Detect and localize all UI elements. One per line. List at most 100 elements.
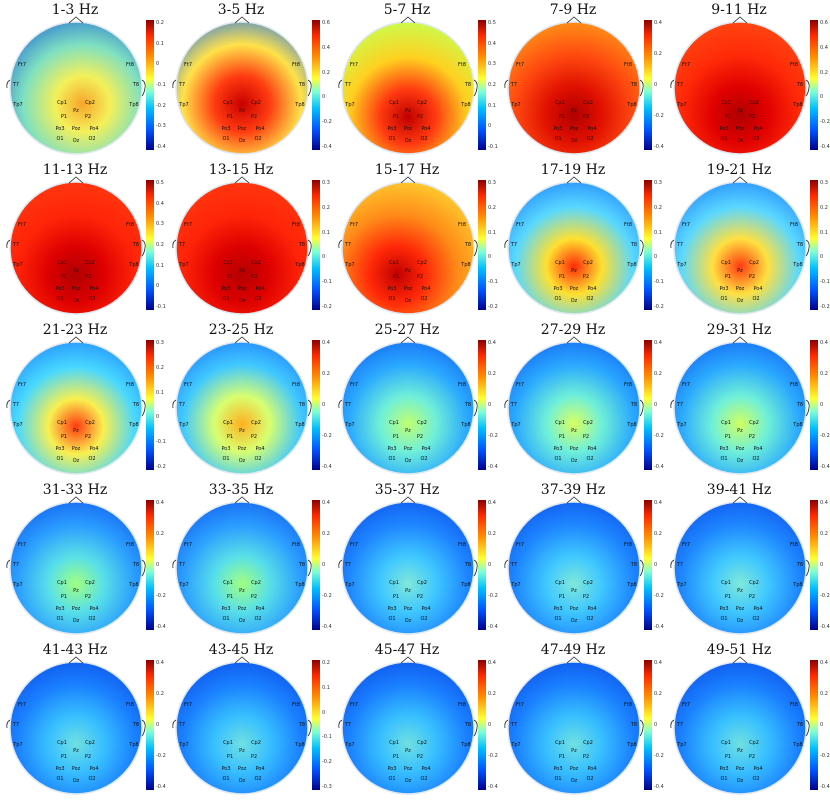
electrode-label: Oz	[239, 138, 246, 144]
electrode-label: P1	[227, 274, 233, 280]
electrode-label: Tp7	[178, 742, 188, 748]
scalp-map: Ft7 Ft8 T7 T8 Tp7 Tp8 Cp1 Cp2 Pz P1 P2 Po3 Poz Po4 O1 O…	[6, 656, 146, 795]
panel-title: 19-21 Hz	[706, 162, 772, 178]
electrode-label: T7	[344, 82, 351, 88]
right-ear	[473, 239, 478, 257]
electrode-label: Cp2	[417, 420, 427, 426]
left-ear	[338, 399, 343, 409]
colorbar-tick-label: 0	[488, 254, 492, 261]
electrode-label: Ft7	[18, 542, 26, 548]
colorbar-ticks: 0.4 0.2 0 -0.2 -0.4	[654, 660, 666, 790]
head-outline	[341, 501, 475, 635]
electrode-label: Po4	[89, 766, 98, 772]
electrode-label: Cp1	[389, 420, 399, 426]
colorbar-tick-label: 0.2	[156, 20, 164, 26]
electrode-label: Cp2	[251, 580, 261, 586]
electrode-label: O1	[720, 616, 727, 622]
head-outline	[507, 21, 641, 155]
colorbar-tick-label: -0.4	[654, 784, 664, 790]
electrode-label: Po3	[719, 766, 728, 772]
electrode-label: P2	[417, 434, 423, 440]
colorbar-tick-label: 0.1	[156, 40, 164, 47]
electrode-label: O2	[254, 136, 261, 142]
left-ear	[6, 239, 11, 249]
electrode-label: Poz	[238, 126, 247, 132]
colorbar-tick-label: 0.4	[322, 500, 330, 506]
left-ear	[172, 399, 177, 409]
electrode-label: Tp7	[12, 262, 22, 268]
electrode-label: O1	[388, 296, 395, 302]
electrode-label: O2	[254, 616, 261, 622]
electrode-label: O1	[222, 616, 229, 622]
colorbar-tick-label: 0.4	[654, 20, 662, 26]
colorbar-tick-label: 0.1	[654, 229, 662, 236]
electrode-label: O2	[752, 776, 759, 782]
scalp-map: Ft7 Ft8 T7 T8 Tp7 Tp8 Cp1 Cp2 Pz P1 P2 Po3 Poz Po4 O1 O…	[504, 16, 644, 155]
electrode-label: Po4	[421, 286, 430, 292]
colorbar-tick-label: 0.1	[488, 102, 496, 109]
colorbar-tick-label: 0.1	[322, 684, 330, 691]
colorbar-tick-label: 0	[322, 402, 326, 408]
electrode-label: T7	[12, 242, 19, 248]
electrode-label: Poz	[736, 766, 745, 772]
electrode-label: Oz	[73, 458, 80, 464]
electrode-label: Cp2	[251, 420, 261, 426]
colorbar-tick-label: 0.2	[322, 371, 330, 377]
colorbar-tick-label: -0.1	[156, 439, 166, 446]
electrode-label: P1	[559, 274, 565, 280]
right-ear	[473, 399, 478, 417]
head-outline	[9, 501, 143, 635]
electrode-label: Cp1	[389, 740, 399, 746]
electrode-label: Ft8	[458, 702, 466, 708]
scalp-map: Ft7 Ft8 T7 T8 Tp7 Tp8 Cp1 Cp2 Pz P1 P2 Po3 Poz Po4 O1 O…	[504, 336, 644, 475]
electrode-label: Poz	[404, 766, 413, 772]
head-outline	[341, 181, 475, 315]
electrode-label: Cp1	[57, 580, 67, 586]
electrode-label: Poz	[404, 446, 413, 452]
colorbar-tick-label: 0	[820, 562, 824, 568]
right-ear	[307, 79, 312, 97]
colorbar-ticks: 0.5 0.4 0.3 0.2 0.1 0 -0.1	[156, 180, 168, 310]
nose-marker	[400, 16, 416, 24]
electrode-label: Tp7	[178, 582, 188, 588]
electrode-label: Cp2	[749, 740, 759, 746]
electrode-label: O1	[720, 776, 727, 782]
colorbar-tick-label: 0.2	[654, 204, 662, 211]
electrode-label: Po4	[255, 446, 264, 452]
electrode-label: Po4	[753, 286, 762, 292]
electrode-label: Tp7	[12, 102, 22, 108]
electrode-label: Pz	[239, 108, 245, 114]
nose-marker	[732, 176, 748, 184]
right-ear	[805, 239, 810, 257]
left-ear	[6, 719, 11, 729]
electrode-label: Oz	[737, 298, 744, 304]
colorbar-tick-label: -0.4	[488, 784, 498, 790]
left-ear	[172, 719, 177, 729]
colorbar-tick-label: -0.4	[820, 464, 830, 470]
electrode-label: Ft7	[350, 702, 358, 708]
colorbar-tick-label: 0	[654, 562, 658, 568]
electrode-label: Po4	[753, 766, 762, 772]
electrode-label: Cp2	[749, 260, 759, 266]
electrode-label: Tp8	[128, 582, 138, 588]
electrode-label: O1	[56, 616, 63, 622]
electrode-label: Ft8	[292, 382, 300, 388]
colorbar-tick-label: 0.2	[820, 69, 828, 76]
right-ear	[639, 79, 644, 97]
left-ear	[6, 79, 11, 89]
electrode-label: Po4	[753, 606, 762, 612]
electrode-label: O2	[420, 776, 427, 782]
scalp-map: Ft7 Ft8 T7 T8 Tp7 Tp8 Cp1 Cp2 Pz P1 P2 Po3 Poz Po4 O1 O…	[338, 336, 478, 475]
colorbar-tick-label: -0.2	[322, 433, 332, 439]
electrode-label: O1	[222, 136, 229, 142]
colorbar-tick-label: 0.2	[488, 371, 496, 377]
electrode-label: T8	[630, 402, 637, 408]
colorbar	[478, 20, 486, 150]
colorbar-tick-label: -0.1	[820, 279, 830, 286]
electrode-label: Cp2	[417, 260, 427, 266]
colorbar-tick-label: -0.2	[820, 433, 830, 439]
electrode-label: O1	[388, 776, 395, 782]
head-outline	[9, 341, 143, 475]
electrode-label: Ft7	[184, 542, 192, 548]
head-outline	[507, 501, 641, 635]
